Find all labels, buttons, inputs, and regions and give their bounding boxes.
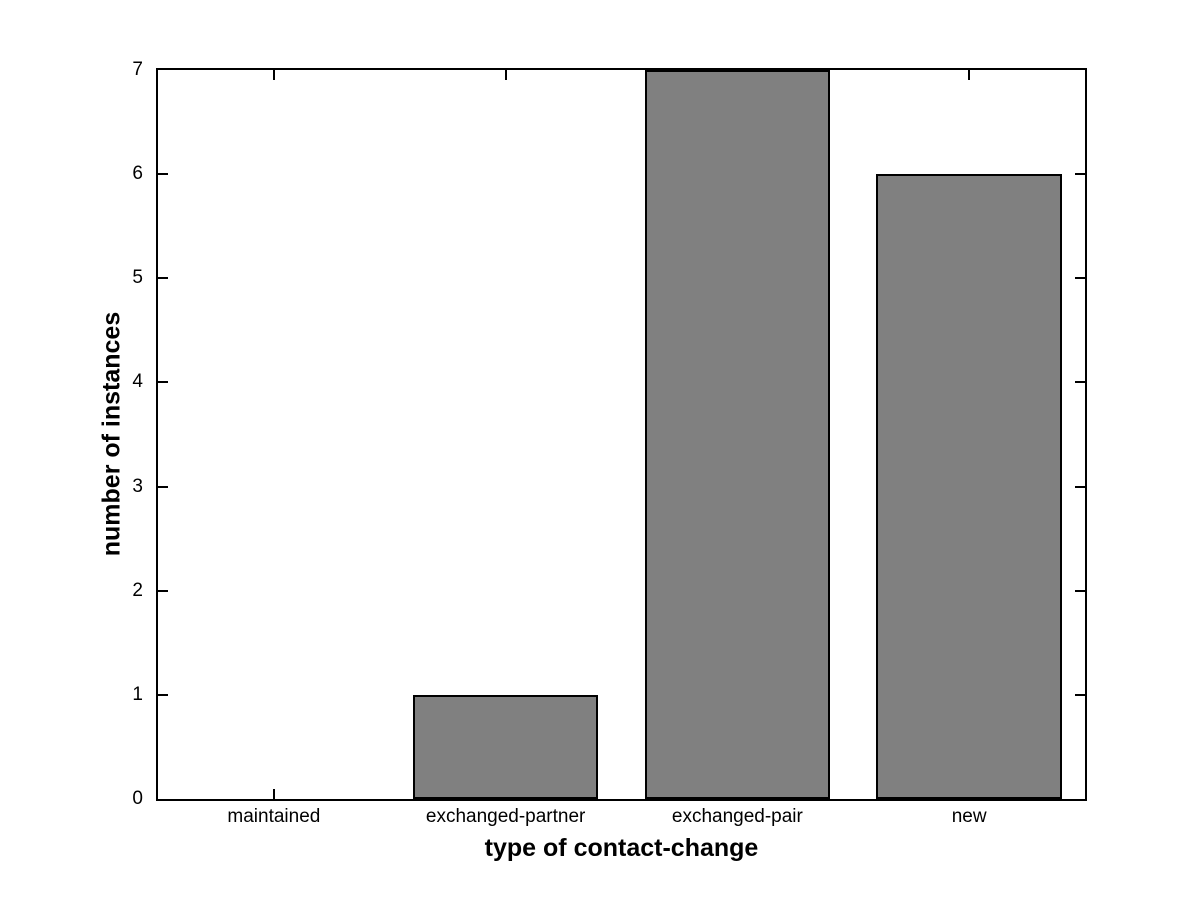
x-axis-label: type of contact-change — [484, 834, 759, 862]
y-tick-left — [158, 589, 168, 592]
y-tick-right — [1075, 485, 1085, 488]
y-tick-label: 5 — [132, 267, 143, 289]
y-tick-label: 2 — [132, 579, 143, 601]
y-tick-label: 6 — [132, 163, 143, 185]
y-tick-right — [1075, 277, 1085, 280]
x-tick-labels: maintained exchanged-partner exchanged-pai… — [156, 806, 1087, 832]
y-tick-left — [158, 381, 168, 384]
y-tick-left — [158, 485, 168, 488]
y-tick-label: 7 — [132, 59, 143, 80]
y-tick-label: 4 — [132, 371, 143, 393]
bar-new — [876, 174, 1062, 799]
y-tick-label: 3 — [132, 475, 143, 497]
x-tick-label: exchanged-partner — [425, 806, 586, 827]
x-tick-label: new — [951, 806, 987, 827]
bar-exchanged-partner — [412, 694, 599, 799]
y-tick-right — [1075, 173, 1085, 176]
x-tick-bottom — [272, 789, 275, 799]
x-tick-top — [504, 70, 507, 80]
bar-exchanged-pair — [644, 70, 831, 799]
y-tick-right — [1075, 381, 1085, 384]
y-tick-right — [1075, 589, 1085, 592]
x-tick-top — [272, 70, 275, 80]
y-tick-label: 0 — [132, 788, 143, 809]
bars-layer — [158, 70, 1085, 799]
y-tick-left — [158, 693, 168, 696]
y-tick-left — [158, 173, 168, 176]
y-tick-right — [1075, 693, 1085, 696]
y-tick-labels: 0 1 2 3 4 5 6 7 — [0, 60, 143, 809]
x-tick-label: exchanged-pair — [671, 806, 803, 827]
x-tick-label: maintained — [227, 806, 321, 827]
plot-area — [156, 68, 1087, 801]
y-tick-label: 1 — [132, 683, 143, 705]
x-tick-top — [968, 70, 971, 80]
y-tick-left — [158, 277, 168, 280]
